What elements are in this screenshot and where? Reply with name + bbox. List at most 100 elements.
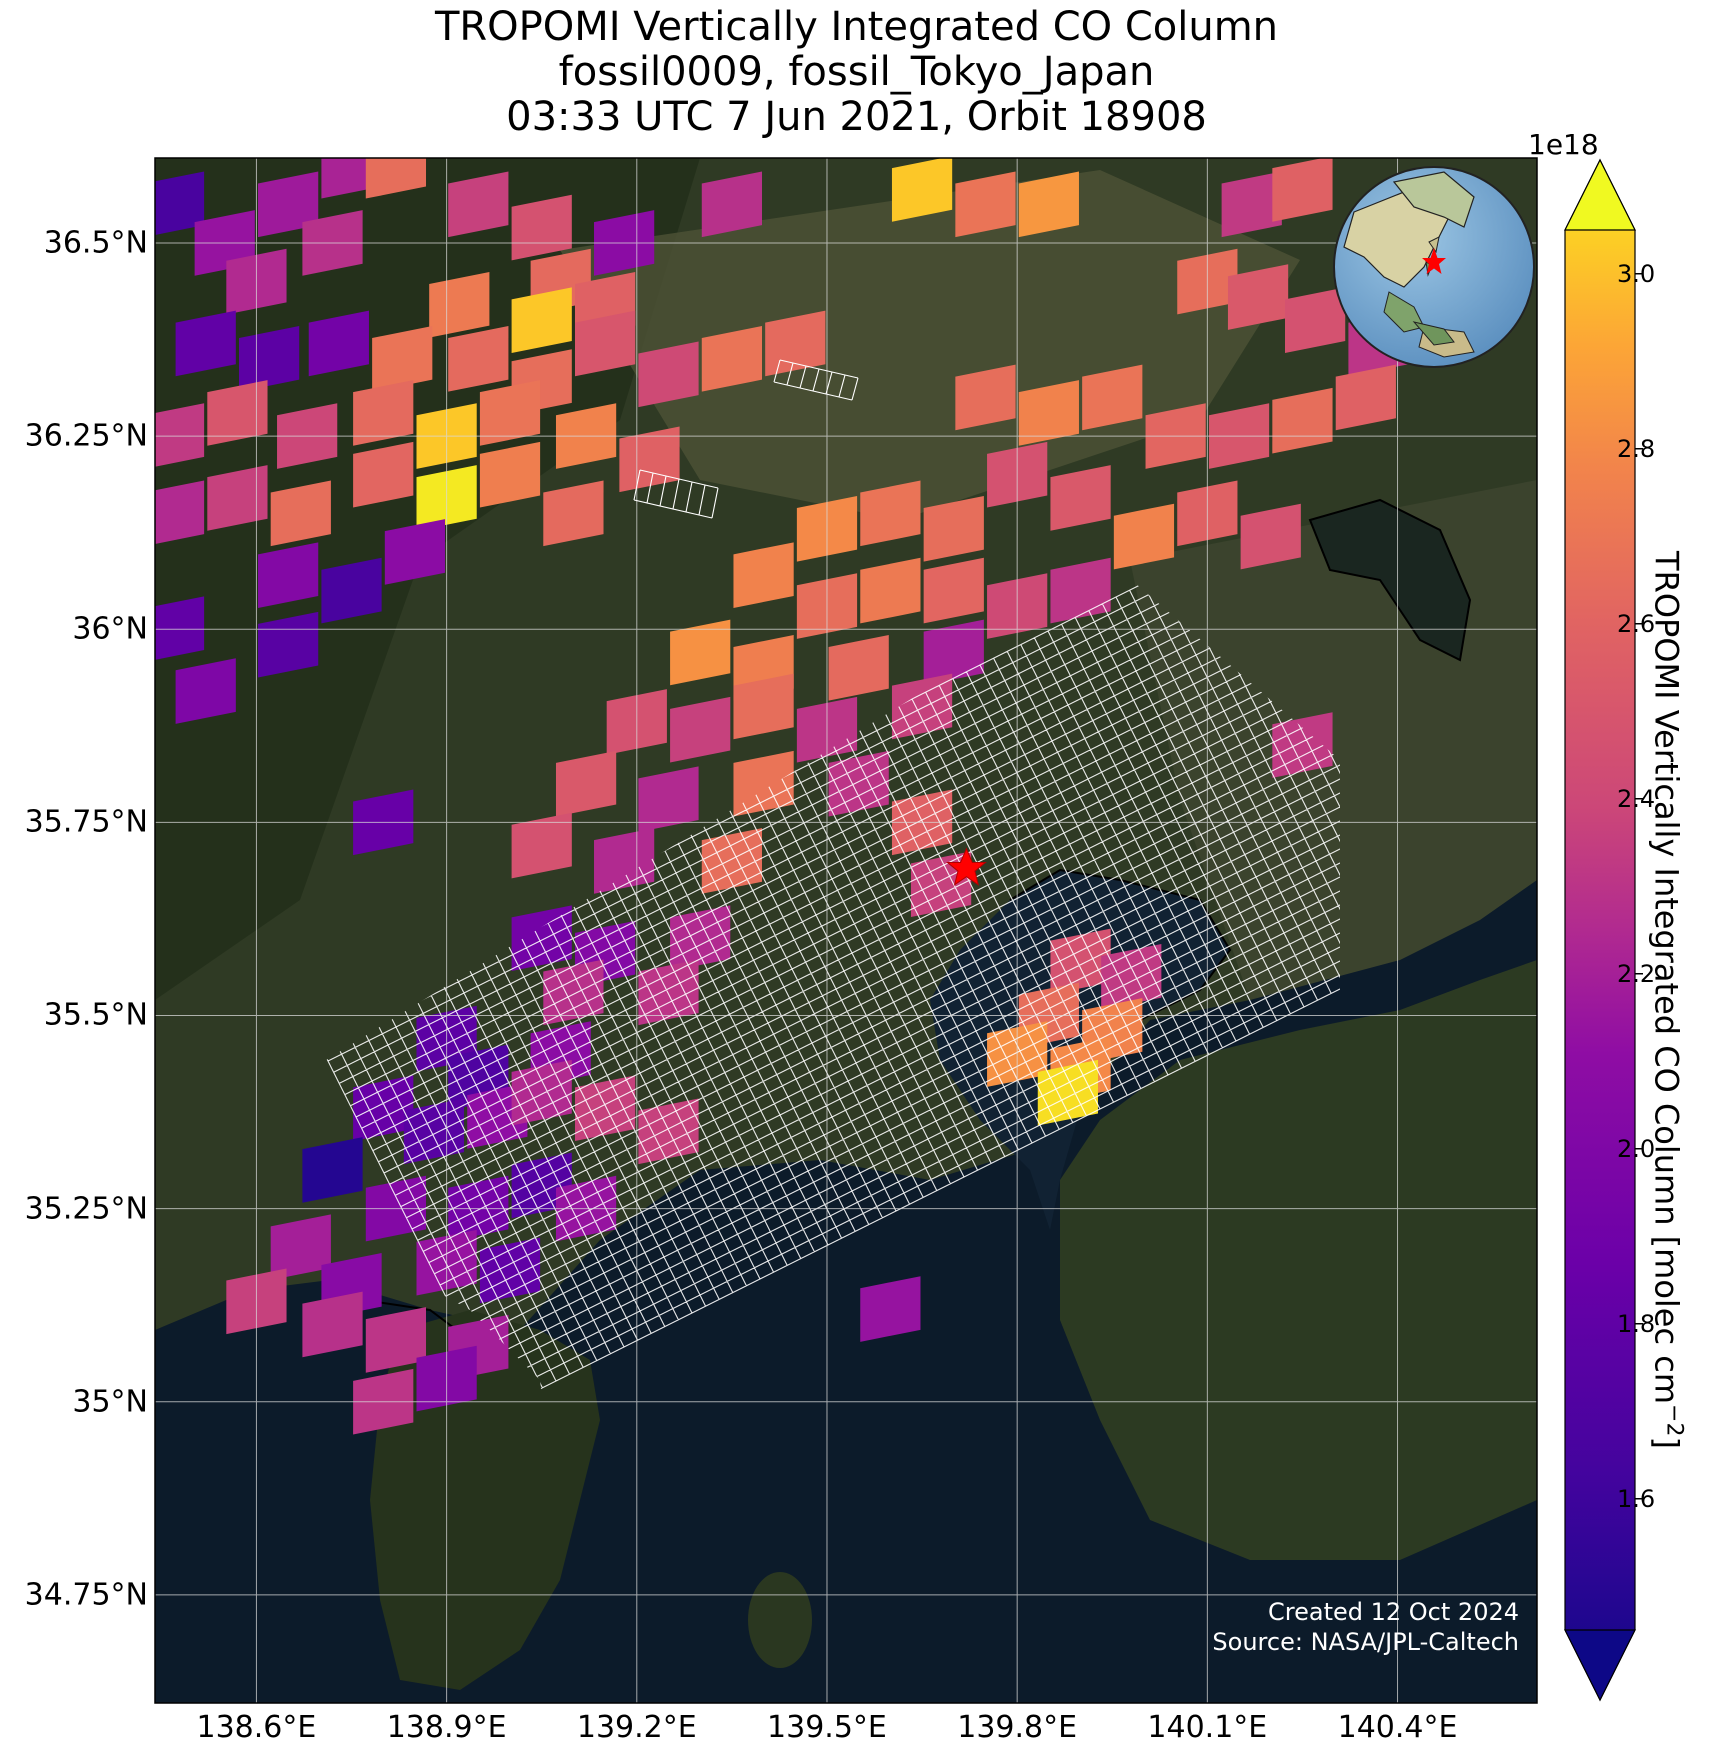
co-pixel (1272, 158, 1333, 222)
lon-label: 139.2°E (576, 1710, 697, 1745)
co-pixel (155, 171, 205, 235)
co-pixel (860, 480, 921, 547)
co-pixel (1018, 380, 1079, 446)
co-pixel (733, 542, 794, 608)
colorbar-tick-label: 2.6 (1617, 609, 1656, 638)
co-pixel (365, 158, 427, 199)
oshima-island (748, 1572, 812, 1668)
colorbar-label: TROPOMI Vertically Integrated CO Column … (1648, 551, 1687, 1449)
source-note: Source: NASA/JPL-Caltech (1212, 1628, 1519, 1656)
figure-title-line3: 03:33 UTC 7 Jun 2021, Orbit 18908 (506, 94, 1207, 140)
co-pixel (1018, 171, 1079, 238)
lon-label: 138.6°E (196, 1710, 317, 1745)
co-pixel (860, 557, 921, 624)
figure-title-line1: TROPOMI Vertically Integrated CO Column (434, 4, 1279, 50)
co-pixel (891, 158, 953, 222)
colorbar-tick-label: 2.2 (1617, 959, 1656, 988)
colorbar (1564, 158, 1643, 1702)
co-pixel (258, 542, 319, 608)
co-pixel (479, 1237, 541, 1304)
co-pixel (1227, 264, 1289, 330)
co-pixel (302, 1137, 363, 1203)
lat-label: 35.75°N (24, 804, 148, 840)
colorbar-exponent: 1e18 (1528, 128, 1599, 161)
co-pixel (1221, 171, 1282, 238)
colorbar-label-superscript: −2 (1661, 1404, 1687, 1437)
graticule (155, 158, 1537, 1703)
co-pixel (955, 171, 1016, 238)
colorbar-tick-label: 2.8 (1617, 434, 1656, 463)
lon-label: 139.8°E (957, 1710, 1078, 1745)
co-pixel (638, 1098, 699, 1165)
co-pixel (511, 905, 572, 972)
lat-label: 35°N (72, 1384, 148, 1420)
colorbar-extend-low (1564, 1629, 1636, 1702)
co-pixel (701, 326, 763, 392)
created-note: Created 12 Oct 2024 (1268, 1598, 1519, 1626)
co-pixel (270, 1214, 331, 1281)
co-pixel (670, 905, 731, 972)
co-pixel (828, 635, 889, 701)
co-pixel (670, 696, 731, 763)
lon-label: 139.5°E (767, 1710, 887, 1745)
co-pixel (155, 480, 205, 544)
map-frame (154, 157, 1538, 1704)
lat-label: 36.5°N (43, 225, 148, 261)
co-pixel (207, 465, 268, 531)
co-pixel (1050, 928, 1111, 995)
co-pixel (923, 495, 984, 562)
co-pixel (155, 596, 205, 660)
lon-label: 140.1°E (1147, 1710, 1268, 1745)
colorbar-tick-label: 3.0 (1617, 259, 1656, 288)
co-pixel (923, 619, 984, 686)
lat-label: 34.75°N (24, 1577, 148, 1613)
co-pixel (308, 310, 369, 377)
co-pixel (155, 403, 205, 467)
lat-label: 36.25°N (24, 418, 148, 454)
colorbar-label-end: ] (1647, 1436, 1686, 1449)
co-pixel (733, 750, 794, 817)
footprint-strip (633, 469, 719, 519)
co-pixel (511, 194, 572, 261)
boso-peninsula (1060, 960, 1537, 1560)
co-pixel (511, 812, 572, 879)
co-pixel (448, 171, 509, 238)
co-pixel (555, 750, 617, 817)
co-pixel (429, 271, 490, 338)
co-pixel (638, 341, 699, 408)
lon-label: 140.4°E (1337, 1710, 1458, 1745)
co-pixel (258, 171, 319, 238)
co-pixel (353, 380, 414, 446)
co-pixel (448, 326, 509, 392)
co-pixel (1113, 503, 1175, 570)
co-pixel (1082, 364, 1143, 431)
co-pixel (175, 658, 236, 724)
co-pixel (860, 1276, 921, 1342)
co-pixel (175, 310, 236, 377)
co-pixel (543, 480, 604, 547)
co-pixel (238, 326, 300, 392)
lake-kasumigaura (1308, 498, 1472, 662)
target-site-star (946, 847, 987, 886)
co-pixel (638, 766, 699, 833)
co-pixel (1335, 364, 1396, 431)
co-pixel (543, 959, 604, 1026)
figure-title-line2: fossil0009, fossil_Tokyo_Japan (558, 49, 1155, 95)
co-pixel (403, 1098, 465, 1165)
co-pixel (923, 557, 984, 624)
colorbar-tick-label: 2.0 (1617, 1134, 1656, 1163)
co-pixel (1050, 465, 1111, 531)
colorbar-extend-high (1564, 158, 1636, 231)
colorbar-tick-label: 1.8 (1617, 1309, 1656, 1338)
co-pixel (1272, 387, 1333, 454)
co-pixel (701, 171, 763, 238)
co-pixel (1240, 503, 1301, 570)
co-pixel (574, 310, 636, 377)
co-pixel (365, 1307, 427, 1373)
map-panel[interactable] (144, 133, 1537, 1703)
lat-label: 35.25°N (24, 1191, 148, 1227)
co-pixel (353, 441, 414, 508)
inset-globe (1333, 166, 1535, 368)
kanto-plain (560, 170, 1300, 520)
